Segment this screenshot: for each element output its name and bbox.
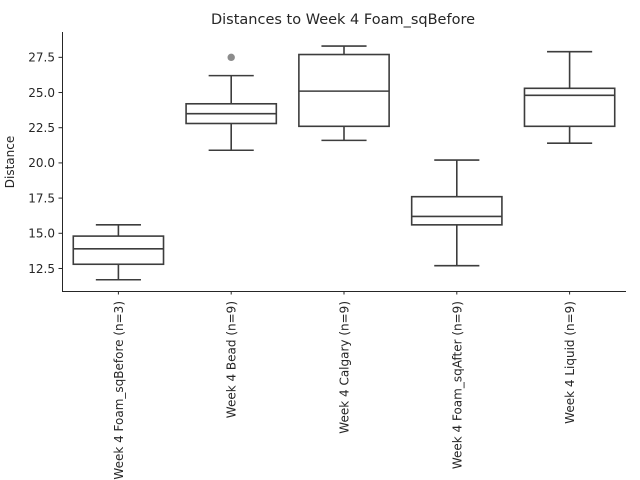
box-group xyxy=(298,45,390,142)
y-tick-label: 22.5 xyxy=(28,121,55,135)
y-tick-label: 15.0 xyxy=(28,227,55,241)
box-body xyxy=(410,195,503,226)
box-body xyxy=(523,87,616,128)
box-group xyxy=(72,224,165,281)
y-tick-label: 25.0 xyxy=(28,86,55,100)
y-ticks: 12.5 15.0 17.5 20.0 22.5 25.0 27.5 xyxy=(28,51,62,276)
x-tick-label: Week 4 Bead (n=9) xyxy=(225,301,239,418)
x-tick-label: Week 4 Foam_sqBefore (n=3) xyxy=(112,301,126,480)
y-axis-label: Distance xyxy=(3,136,17,188)
box-group xyxy=(410,159,503,267)
x-tick-label: Week 4 Calgary (n=9) xyxy=(338,301,352,434)
chart-title: Distances to Week 4 Foam_sqBefore xyxy=(211,12,475,28)
outlier-point xyxy=(227,53,235,62)
box-group xyxy=(523,50,616,145)
x-ticks: Week 4 Foam_sqBefore (n=3) Week 4 Bead (n… xyxy=(112,291,577,480)
box-group xyxy=(185,53,278,152)
x-tick-label: Week 4 Foam_sqAfter (n=9) xyxy=(450,301,464,469)
y-tick-label: 17.5 xyxy=(28,191,55,205)
boxes xyxy=(72,45,616,281)
y-tick-label: 12.5 xyxy=(28,262,55,276)
x-tick-label: Week 4 Liquid (n=9) xyxy=(563,301,577,424)
y-tick-label: 27.5 xyxy=(28,51,55,65)
y-tick-label: 20.0 xyxy=(28,156,55,170)
box-body xyxy=(72,235,165,266)
